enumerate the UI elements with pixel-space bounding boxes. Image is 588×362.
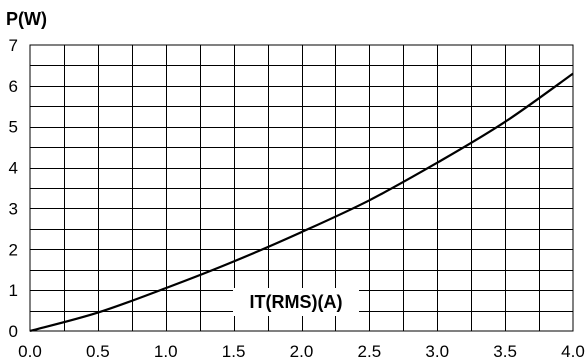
plot-frame [29,44,574,332]
y-tick-label: 0 [9,322,18,341]
y-tick-label: 7 [9,36,18,55]
x-axis-title-background [233,288,359,316]
x-tick-label: 1.0 [154,342,178,361]
y-tick-label: 1 [9,281,18,300]
tick-labels: 0.0 0.5 1.0 1.5 2.0 2.5 3.0 3.5 4.0 0 1 2 3 4 5 6 7 [9,36,585,361]
x-tick-label: 3.0 [425,342,449,361]
y-axis-title: P(W) [6,9,47,29]
y-tick-label: 5 [9,118,18,137]
x-tick-label: 1.5 [222,342,246,361]
y-tick-label: 6 [9,77,18,96]
x-tick-label: 2.5 [358,342,382,361]
x-tick-label: 2.0 [290,342,314,361]
power-curve [29,72,574,333]
x-axis-title: IT(RMS)(A) [250,292,343,312]
y-tick-label: 2 [9,240,18,259]
x-tick-label: 0.5 [86,342,110,361]
x-tick-label: 0.0 [18,342,42,361]
y-tick-label: 3 [9,199,18,218]
y-tick-label: 4 [9,159,18,178]
grid [30,45,573,331]
x-tick-label: 3.5 [493,342,517,361]
x-tick-label: 4.0 [561,342,585,361]
